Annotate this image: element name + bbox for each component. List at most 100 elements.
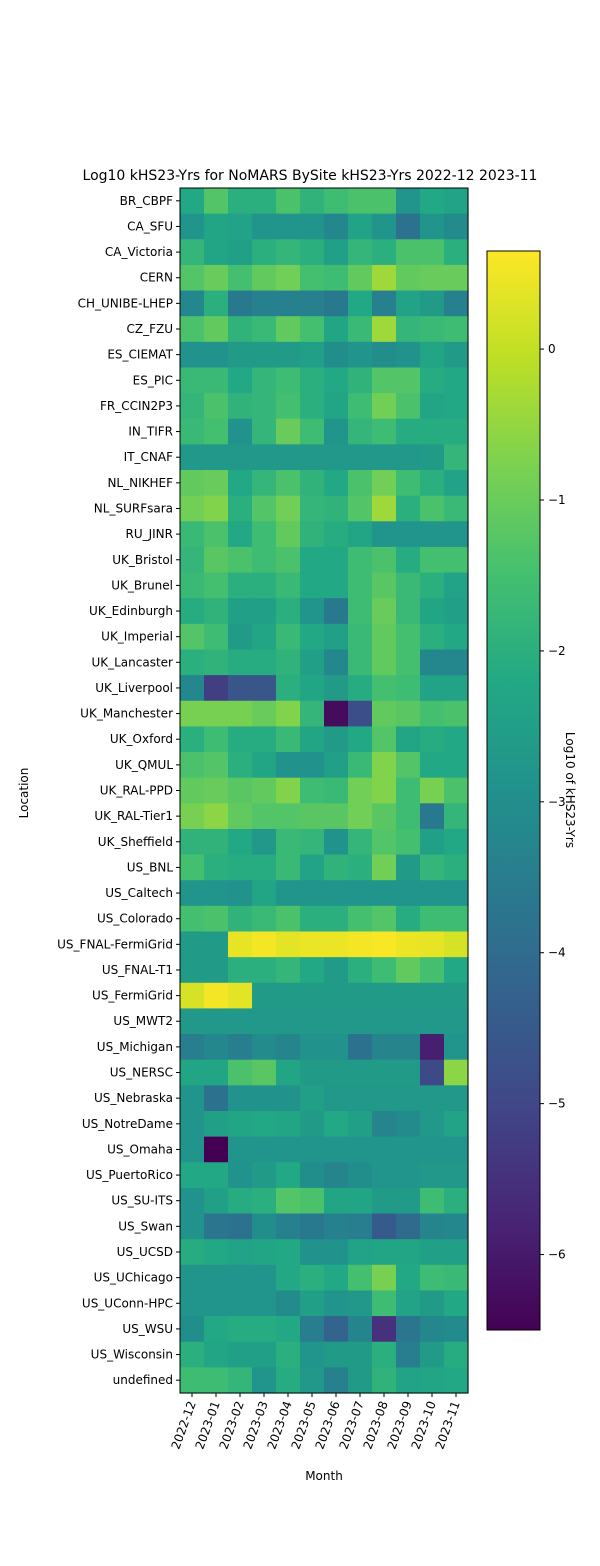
heatmap-cell [372, 957, 397, 984]
heatmap-cell [228, 905, 253, 933]
heatmap-cell [204, 982, 229, 1010]
heatmap-cell [372, 726, 397, 753]
y-tick-label: US_FNAL-FermiGrid [57, 937, 173, 951]
heatmap-cell [324, 188, 349, 215]
heatmap-cell [180, 623, 205, 651]
heatmap-cell [204, 1162, 229, 1189]
heatmap-cell [372, 700, 397, 728]
heatmap-cell [324, 470, 349, 497]
heatmap-cell [396, 264, 421, 292]
heatmap-cell [252, 1290, 277, 1317]
heatmap-cell [180, 1059, 205, 1086]
y-tick-label: FR_CCIN2P3 [100, 399, 173, 413]
x-axis-ticks: 2022-122023-012023-022023-032023-042023-… [169, 1393, 463, 1451]
heatmap-cell [348, 1034, 373, 1061]
heatmap-cell [276, 264, 301, 292]
heatmap-cell [228, 1085, 253, 1112]
heatmap-cell [444, 367, 469, 394]
y-tick-label: NL_SURFsara [94, 501, 173, 515]
y-tick-label: US_UCSD [117, 1245, 173, 1259]
heatmap-cell [396, 470, 421, 497]
heatmap-cell [228, 1264, 253, 1292]
heatmap-cell [204, 623, 229, 651]
heatmap-cell [180, 1110, 205, 1138]
heatmap-cells [180, 188, 469, 1394]
heatmap-cell [420, 1341, 445, 1368]
heatmap-cell [252, 726, 277, 753]
heatmap-cell [372, 1008, 397, 1035]
heatmap-cell [372, 393, 397, 420]
colorbar-tick-label: −2 [548, 644, 566, 658]
y-tick-label: ES_CIEMAT [107, 348, 173, 362]
heatmap-cell [204, 931, 229, 958]
heatmap-cell [300, 777, 325, 804]
heatmap-cell [276, 777, 301, 804]
heatmap-cell [444, 880, 469, 907]
heatmap-cell [444, 1085, 469, 1112]
heatmap-cell [420, 213, 445, 240]
y-tick-label: US_NERSC [110, 1066, 173, 1080]
heatmap-cell [204, 1341, 229, 1368]
heatmap-cell [420, 1034, 445, 1061]
heatmap-cell [396, 521, 421, 548]
heatmap-cell [252, 598, 277, 625]
heatmap-cell [420, 675, 445, 702]
heatmap-cell [252, 546, 277, 574]
heatmap-cell [396, 290, 421, 317]
heatmap-cell [420, 188, 445, 215]
heatmap-cell [300, 854, 325, 881]
heatmap-cell [300, 828, 325, 856]
heatmap-cell [228, 264, 253, 292]
y-tick-label: US_Wisconsin [91, 1348, 173, 1362]
heatmap-cell [228, 675, 253, 702]
heatmap-cell [252, 341, 277, 369]
heatmap-cell [396, 957, 421, 984]
y-tick-label: ES_PIC [133, 373, 173, 387]
heatmap-cell [324, 1367, 349, 1394]
heatmap-cell [252, 213, 277, 240]
heatmap-cell [372, 1316, 397, 1343]
heatmap-cell [180, 752, 205, 779]
heatmap-cell [276, 1059, 301, 1086]
y-axis-ticks: BR_CBPF CA_SFU CA_Victoria CERN CH_UNIBE-LHE… [57, 194, 180, 1387]
heatmap-cell [180, 1034, 205, 1061]
heatmap-cell [276, 598, 301, 625]
y-tick-label: US_BNL [127, 860, 174, 874]
heatmap-cell [444, 521, 469, 548]
heatmap-cell [180, 880, 205, 907]
heatmap-cell [300, 623, 325, 651]
colorbar-tick-label: −3 [548, 795, 566, 809]
heatmap-cell [204, 1008, 229, 1035]
heatmap-cell [324, 444, 349, 471]
heatmap-cell [348, 1316, 373, 1343]
heatmap-cell [300, 1008, 325, 1035]
heatmap-cell [276, 341, 301, 369]
heatmap-cell [180, 572, 205, 599]
heatmap-cell [252, 1213, 277, 1240]
heatmap-cell [252, 623, 277, 651]
heatmap-cell [420, 316, 445, 343]
heatmap-cell [324, 1034, 349, 1061]
y-tick-label: US_MWT2 [113, 1014, 173, 1028]
heatmap-cell [444, 546, 469, 574]
heatmap-cell [204, 495, 229, 522]
heatmap-cell [204, 598, 229, 625]
heatmap-cell [180, 1341, 205, 1368]
heatmap-cell [180, 1187, 205, 1215]
heatmap-cell [300, 393, 325, 420]
heatmap-cell [252, 649, 277, 676]
heatmap-cell [348, 598, 373, 625]
heatmap-cell [420, 828, 445, 856]
heatmap-cell [228, 700, 253, 728]
heatmap-cell [348, 393, 373, 420]
heatmap-cell [228, 341, 253, 369]
heatmap-cell [276, 726, 301, 753]
heatmap-cell [420, 1367, 445, 1394]
heatmap-cell [180, 470, 205, 497]
heatmap-cell [276, 444, 301, 471]
heatmap-cell [228, 880, 253, 907]
heatmap-cell [276, 1213, 301, 1240]
heatmap-cell [252, 239, 277, 266]
heatmap-cell [444, 828, 469, 856]
